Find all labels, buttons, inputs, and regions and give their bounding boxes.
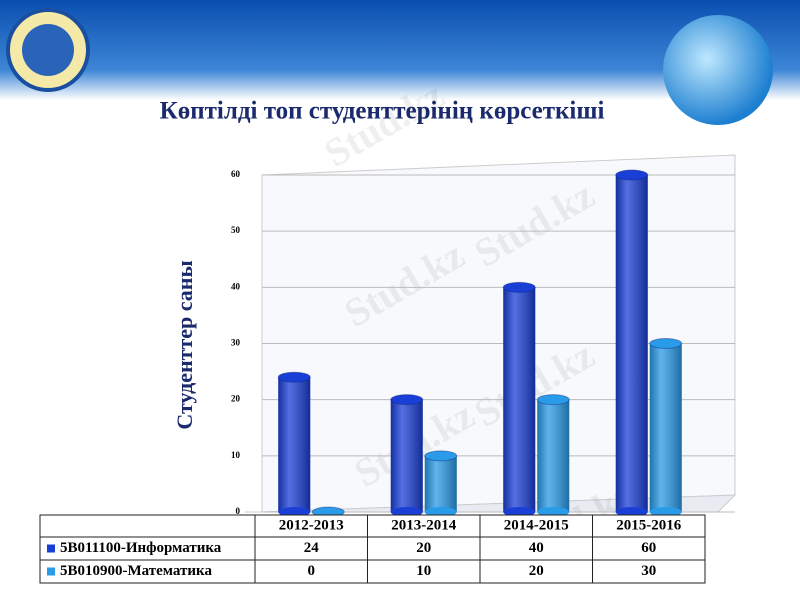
bar-top [536, 394, 570, 406]
table-value: 10 [416, 563, 431, 579]
legend-label: 5B011100-Информатика [60, 540, 222, 556]
bar-top [277, 371, 311, 383]
chart-title: Көптілді топ студенттерінің көрсеткіші [160, 98, 605, 125]
y-tick-label: 10 [231, 450, 241, 460]
table-value: 30 [641, 563, 656, 579]
bar-shade [424, 455, 457, 512]
bar-top [424, 450, 458, 462]
table-frame [39, 514, 706, 584]
y-tick-label: 30 [231, 338, 241, 348]
y-tick-label: 60 [231, 169, 241, 179]
bar-top [390, 394, 424, 406]
bar-shade [278, 377, 311, 512]
bar [390, 394, 424, 517]
bar-top [615, 169, 649, 181]
bar [649, 338, 683, 517]
bar-shade [649, 343, 682, 512]
bar [615, 169, 649, 517]
y-axis-label: Студенттер саны [172, 260, 197, 429]
bar [502, 281, 536, 517]
table-value: 0 [308, 563, 316, 579]
x-tick-label: 2014-2015 [504, 517, 569, 533]
bar-top [649, 338, 683, 349]
bar-shade [503, 287, 536, 512]
table-value: 40 [529, 540, 544, 556]
legend-label: 5B010900-Математика [60, 563, 212, 579]
bar [536, 394, 570, 517]
logo-inner [22, 24, 74, 76]
legend-swatch [47, 544, 55, 553]
table-value: 20 [416, 540, 431, 556]
globe [663, 15, 773, 125]
y-tick-label: 0 [236, 506, 241, 516]
table-value: 60 [641, 540, 656, 556]
x-tick-label: 2012-2013 [279, 517, 344, 533]
x-tick-label: 2015-2016 [616, 517, 681, 533]
bar-top [502, 281, 536, 293]
bar [277, 371, 311, 517]
data-table: 2012-2013 24 0 2013-2014 20 10 2014-2015 40 20 20… [39, 514, 706, 584]
table-value: 20 [529, 563, 544, 579]
y-tick-label: 20 [231, 394, 241, 404]
x-tick-label: 2013-2014 [391, 517, 456, 533]
legend-swatch [47, 567, 55, 576]
y-tick-label: 50 [231, 225, 241, 235]
table-value: 24 [304, 540, 320, 556]
y-tick-label: 40 [231, 281, 241, 291]
bar [424, 450, 458, 517]
bar-shade [615, 175, 648, 512]
bar-shade [390, 399, 423, 512]
bar-shade [537, 399, 570, 512]
